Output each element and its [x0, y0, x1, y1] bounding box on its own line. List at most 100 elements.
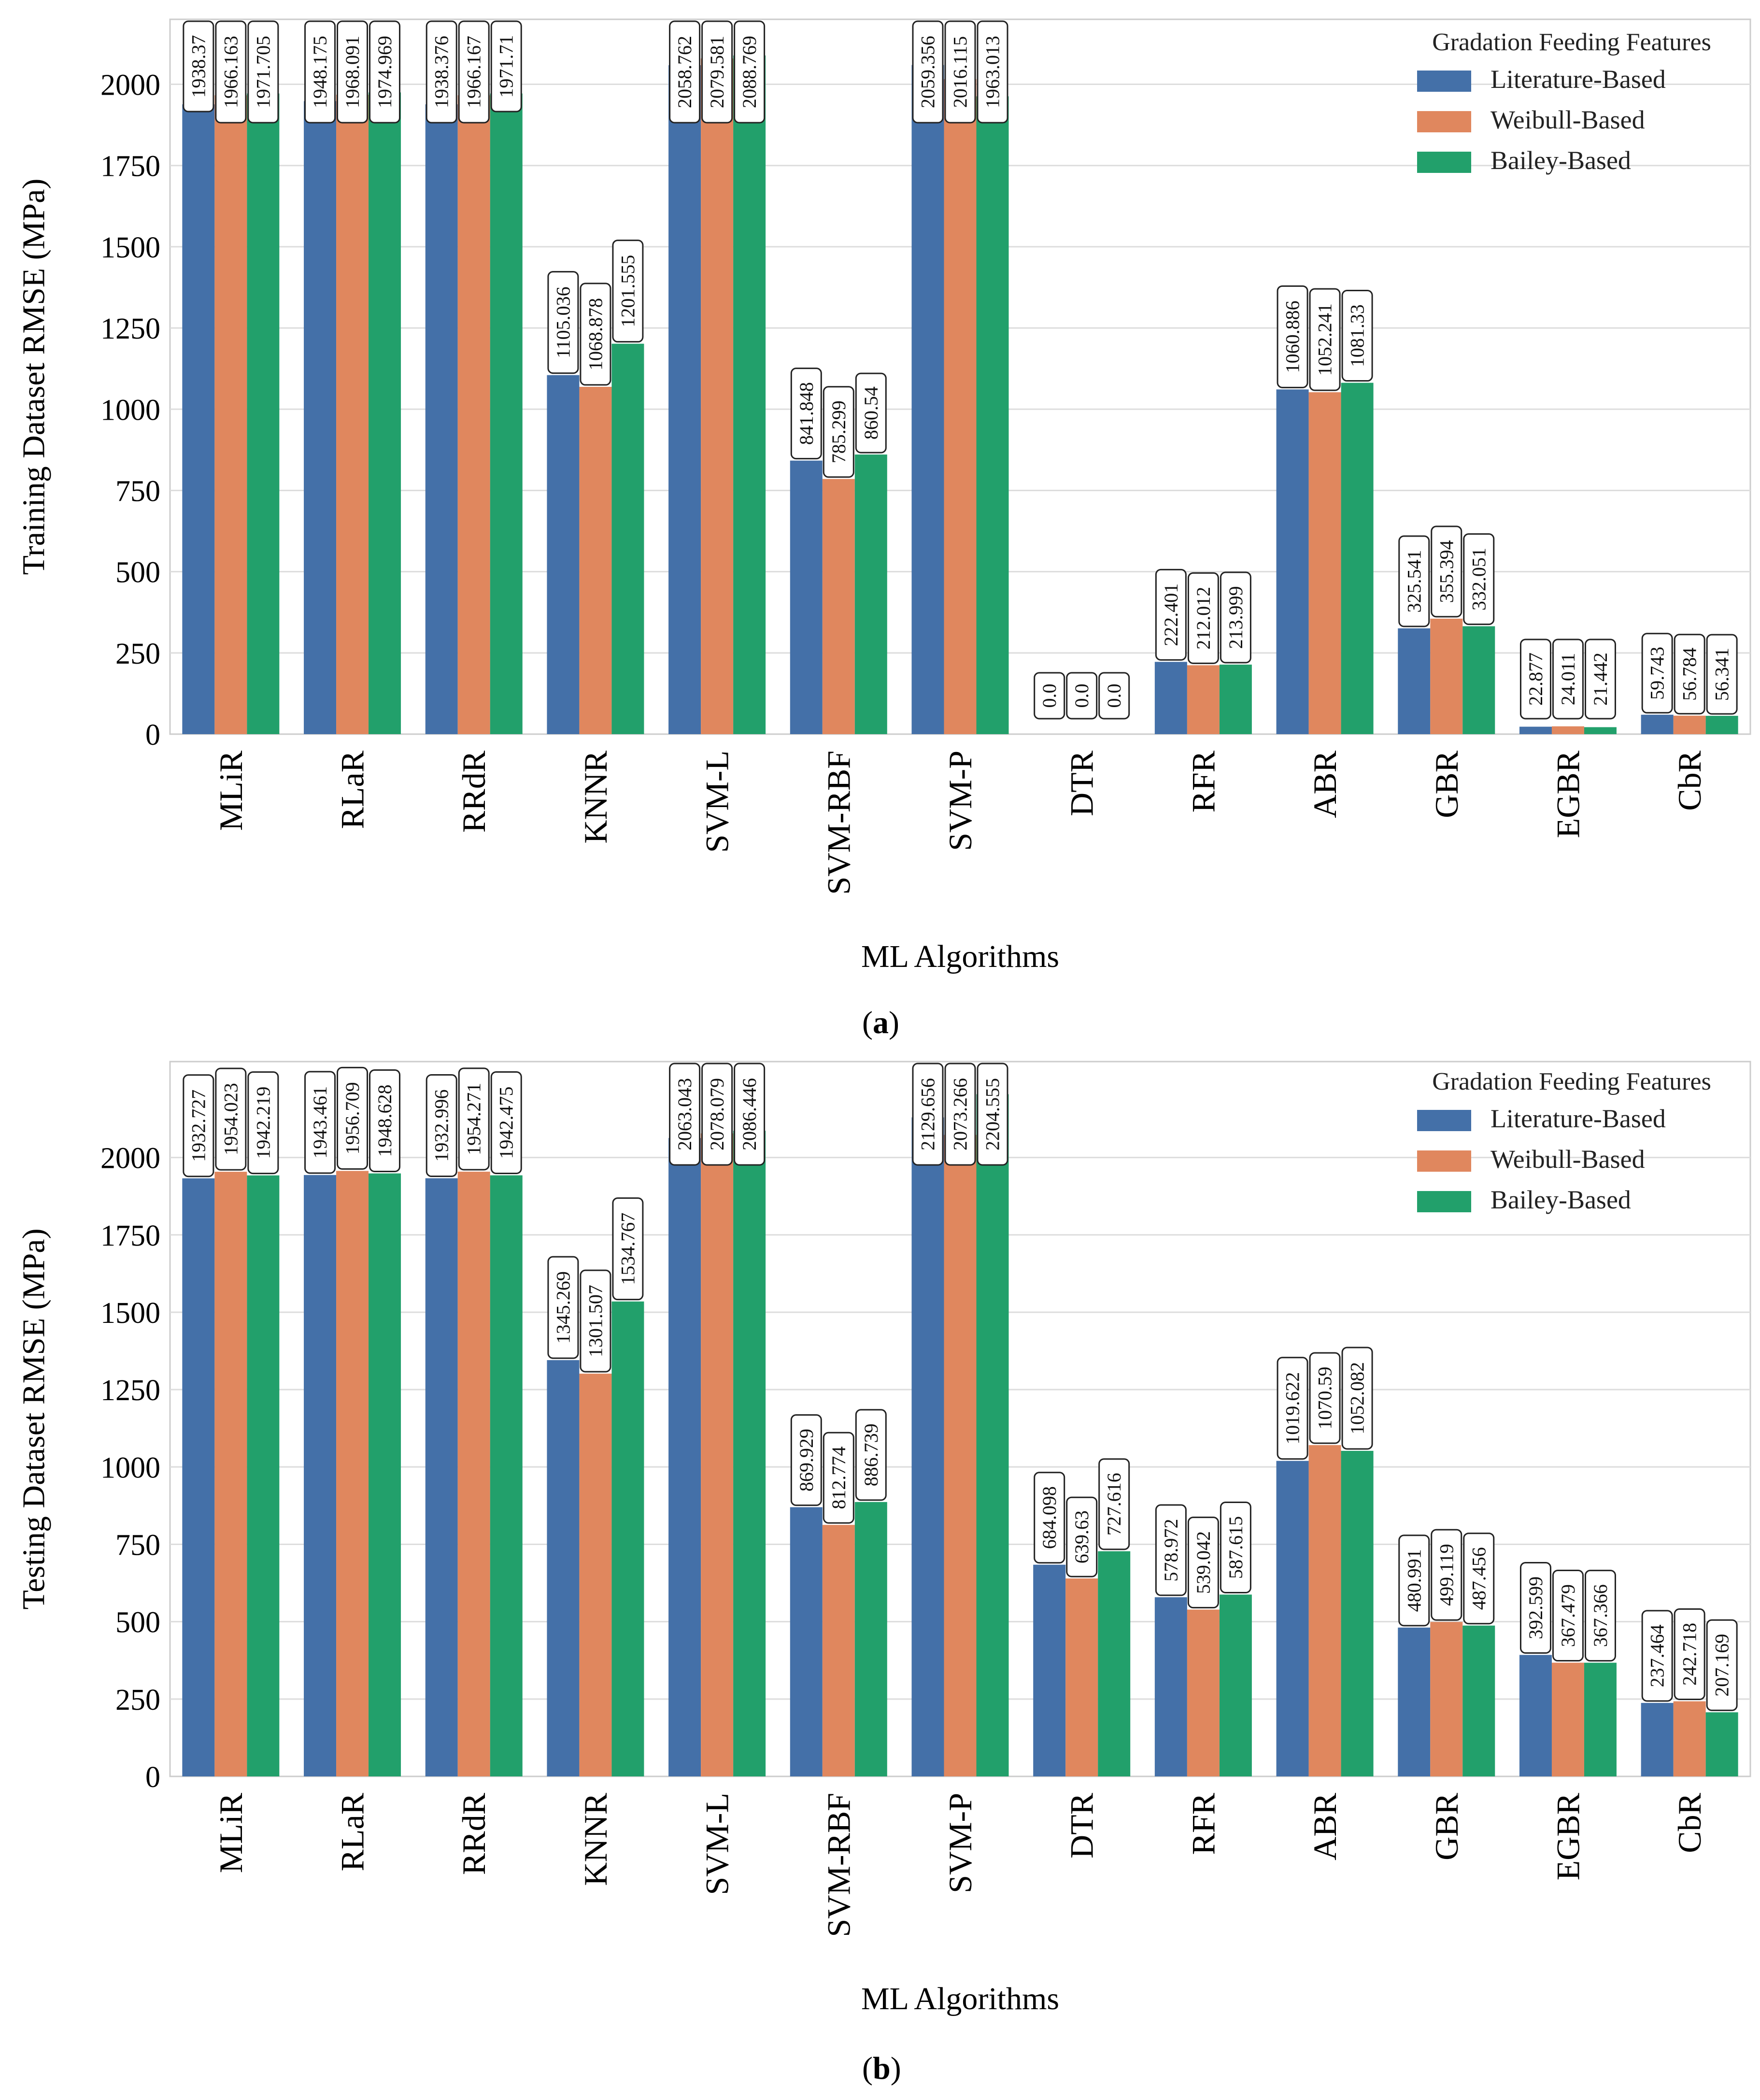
- data-label: 2058.762: [669, 20, 701, 124]
- bar-MLiR-weibull-based: [214, 95, 247, 734]
- bar-SVM-RBF-literature-based: [790, 460, 823, 734]
- legend-swatch: [1417, 152, 1471, 173]
- data-label-box: [369, 1069, 401, 1173]
- chart-training-rmse: 0 250 500 750 1000 1250 1500 1750 2000 Training D…: [16, 18, 1751, 974]
- data-label-text: 0.0: [1038, 684, 1060, 708]
- data-label: 1932.996: [426, 1074, 457, 1178]
- bar-RRdR-weibull-based: [457, 95, 490, 735]
- y-tick-label: 1500: [100, 231, 160, 264]
- data-label-box: [1706, 634, 1738, 715]
- bar-RFR-bailey-based: [1219, 1594, 1252, 1776]
- data-label-box: [1398, 535, 1430, 627]
- data-label: 1942.475: [490, 1071, 522, 1174]
- data-label-box: [1034, 672, 1065, 720]
- bar-ABR-bailey-based: [1341, 1450, 1374, 1776]
- data-label-box: [426, 1074, 457, 1178]
- legend-title: Gradation Feeding Features: [1432, 1068, 1711, 1095]
- data-label: 325.541: [1398, 535, 1430, 627]
- data-label-box: [1155, 1504, 1187, 1596]
- bar-GBR-weibull-based: [1430, 618, 1463, 734]
- data-label: 24.011: [1552, 639, 1584, 720]
- legend: Gradation Feeding Features Literature-Bas…: [1417, 1068, 1711, 1214]
- data-label-text: 480.991: [1403, 1549, 1425, 1612]
- data-label-box: [823, 386, 854, 478]
- data-label-text: 2073.266: [950, 1078, 971, 1150]
- data-label: 392.599: [1519, 1561, 1551, 1654]
- data-label-text: 727.616: [1103, 1473, 1125, 1535]
- bar-SVM-L-literature-based: [668, 65, 701, 734]
- data-label-text: 841.848: [795, 382, 817, 445]
- data-label-box: [304, 20, 336, 124]
- bar-SVM-RBF-bailey-based: [854, 454, 887, 734]
- data-label-box: [183, 20, 214, 113]
- data-label-text: 1966.163: [220, 36, 241, 108]
- bar-RLaR-bailey-based: [369, 92, 401, 734]
- data-label-text: 1060.886: [1282, 300, 1304, 373]
- data-label-box: [1584, 639, 1616, 720]
- y-tick-label: 1250: [100, 1374, 160, 1407]
- bar-RRdR-literature-based: [425, 104, 458, 735]
- data-label: 1052.241: [1309, 288, 1341, 391]
- bar-KNNR-literature-based: [547, 1360, 580, 1776]
- data-label-text: 1105.036: [552, 286, 574, 358]
- data-label-box: [977, 20, 1008, 124]
- bar-SVM-RBF-weibull-based: [822, 1525, 855, 1776]
- x-tick-label: GBR: [1428, 750, 1465, 818]
- x-tick-label: RRdR: [455, 1792, 492, 1875]
- data-label: 1105.036: [547, 271, 579, 374]
- y-axis-label: Training Dataset RMSE (MPa): [16, 179, 52, 575]
- data-label-text: 1301.507: [584, 1285, 606, 1357]
- caption-b-letter: b: [872, 2051, 891, 2086]
- x-tick-label: SVM-L: [699, 1793, 736, 1895]
- data-label-box: [855, 1409, 887, 1501]
- data-label-text: 487.456: [1468, 1547, 1490, 1610]
- data-label-text: 1534.767: [617, 1213, 639, 1285]
- bar-ABR-literature-based: [1276, 1461, 1309, 1776]
- x-tick-label: ABR: [1306, 750, 1343, 818]
- data-label: 1966.167: [458, 20, 490, 124]
- data-label-box: [1398, 1534, 1430, 1627]
- data-label: 1301.507: [580, 1269, 611, 1373]
- data-label-text: 1948.175: [309, 36, 331, 108]
- bar-GBR-bailey-based: [1462, 626, 1495, 734]
- data-label: 1019.622: [1277, 1357, 1308, 1460]
- data-label-text: 2058.762: [674, 36, 695, 108]
- y-tick-label: 500: [115, 556, 160, 589]
- x-tick-label: RFR: [1185, 1792, 1221, 1855]
- data-label: 841.848: [790, 368, 822, 460]
- data-label: 487.456: [1463, 1532, 1495, 1625]
- data-label-text: 332.051: [1468, 548, 1490, 610]
- data-label: 2079.581: [701, 20, 733, 124]
- data-label-text: 1052.082: [1347, 1362, 1368, 1434]
- data-label-box: [1519, 639, 1551, 720]
- bar-MLiR-literature-based: [182, 1178, 215, 1776]
- data-label-text: 1345.269: [552, 1271, 574, 1344]
- bar-GBR-literature-based: [1398, 1627, 1431, 1776]
- data-label-text: 237.464: [1646, 1624, 1668, 1687]
- data-label-text: 2063.043: [674, 1078, 695, 1150]
- bar-RLaR-literature-based: [304, 101, 337, 734]
- bar-SVM-P-weibull-based: [944, 1135, 977, 1776]
- data-label-box: [1309, 1352, 1341, 1444]
- data-label-text: 0.0: [1071, 684, 1093, 708]
- data-label-box: [215, 1067, 247, 1171]
- legend-swatch: [1417, 111, 1471, 132]
- bar-DTR-weibull-based: [1065, 1578, 1098, 1776]
- bar-MLiR-literature-based: [182, 104, 215, 735]
- data-label: 56.341: [1706, 634, 1738, 715]
- data-label: 2078.079: [701, 1063, 733, 1166]
- bar-SVM-P-literature-based: [911, 65, 944, 735]
- data-label-box: [669, 20, 701, 124]
- data-label: 869.929: [790, 1414, 822, 1506]
- data-label-text: 2059.356: [917, 36, 939, 108]
- x-tick-label: KNNR: [577, 750, 614, 843]
- legend-item-label: Literature-Based: [1490, 65, 1666, 94]
- data-label: 1948.628: [369, 1069, 401, 1173]
- bar-RRdR-bailey-based: [490, 1175, 523, 1776]
- data-label: 1201.555: [612, 240, 644, 343]
- data-label-text: 1974.969: [374, 36, 396, 108]
- data-label-box: [977, 1063, 1008, 1166]
- data-label-text: 207.169: [1711, 1634, 1733, 1697]
- data-label-box: [855, 372, 887, 454]
